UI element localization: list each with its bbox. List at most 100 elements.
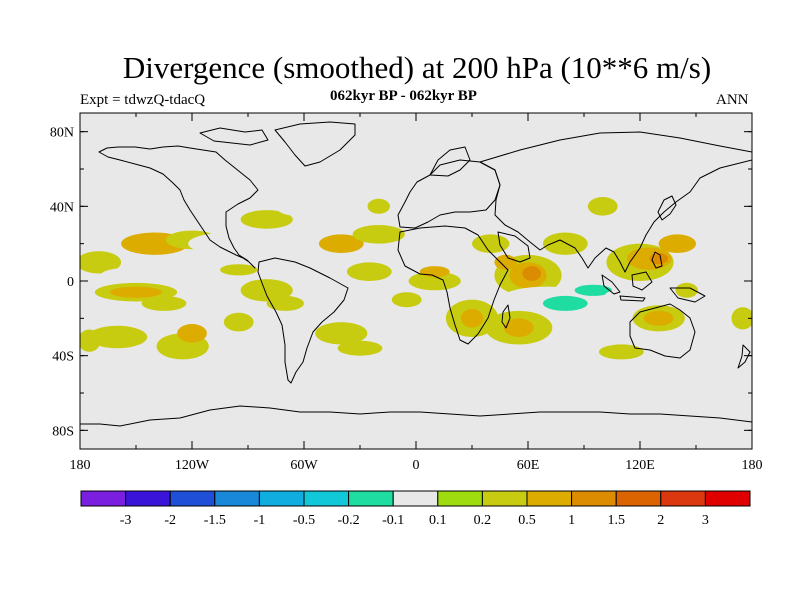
field-region-32	[457, 217, 487, 233]
field-region-63	[675, 282, 698, 298]
coastline-asia	[479, 131, 752, 273]
colorbar-swatch	[571, 490, 617, 507]
colorbar-swatch	[481, 490, 528, 507]
colorbar-label: -2	[164, 513, 176, 528]
field-region-60	[604, 288, 657, 304]
field-region-23	[346, 262, 392, 282]
field-region-62	[643, 310, 674, 326]
divergence-field	[80, 129, 752, 431]
coastlines	[80, 121, 752, 427]
field-region-8	[80, 329, 101, 352]
field-region-14	[276, 197, 314, 216]
plot-title: Divergence (smoothed) at 200 hPa (10**6 …	[122, 50, 712, 85]
field-region-20	[266, 295, 304, 311]
colorbar-label: 1.5	[607, 513, 625, 528]
field-region-16	[220, 264, 258, 276]
colorbar-swatch	[392, 490, 439, 507]
field-region-68	[376, 129, 400, 141]
field-region-49	[593, 223, 631, 246]
lat-tick-label: 80S	[52, 424, 74, 439]
field-region-40	[542, 295, 588, 311]
colorbar-label: 3	[702, 513, 709, 528]
field-region-67	[89, 411, 127, 431]
field-region-0	[80, 251, 122, 274]
field-region-50	[587, 197, 618, 216]
lon-tick-label: 60W	[290, 458, 318, 473]
field-region-1	[100, 267, 153, 283]
colorbar-swatch	[303, 490, 350, 507]
field-region-10	[177, 324, 207, 343]
colorbar-swatch	[437, 490, 483, 507]
field-region-57	[673, 178, 719, 197]
colorbar-label: -0.5	[293, 513, 315, 528]
field-region-24	[337, 294, 383, 313]
coastline-madagascar	[501, 304, 511, 329]
colorbar: -3 -2 -1.5 -1 -0.5 -0.2 -0.1 0.1 0.2 0.5 1 1.5 2 3	[80, 490, 751, 528]
colorbar-swatch	[125, 490, 171, 507]
lat-tick-label: 0	[67, 275, 74, 290]
field-region-47	[542, 232, 588, 255]
coastline-java	[619, 295, 646, 302]
field-region-18	[262, 312, 301, 332]
coastline-arabia	[497, 231, 531, 263]
coastline-new-guinea	[669, 287, 706, 303]
coastline-australia	[629, 303, 696, 359]
coastline-new-zealand	[737, 344, 751, 369]
field-region-66	[598, 344, 644, 360]
field-region-7	[87, 325, 148, 349]
colorbar-swatch	[348, 490, 394, 507]
field-region-43	[503, 318, 534, 338]
coastline-scandinavia	[429, 146, 471, 177]
colorbar-swatch	[169, 490, 216, 507]
colorbar-label: 0.1	[429, 513, 447, 528]
axis-ticks: 80N 40N 0 40S 80S 180 120W 60W 0 60E 120E 180	[50, 113, 763, 473]
field-region-27	[337, 340, 383, 356]
lon-tick-label: 0	[413, 458, 420, 473]
coastline-antarctica	[80, 405, 752, 427]
field-region-17	[240, 279, 293, 302]
field-region-37	[522, 266, 541, 281]
field-region-5	[109, 286, 163, 298]
field-region-28	[391, 292, 422, 308]
colorbar-label: 2	[657, 513, 664, 528]
lat-tick-label: 40N	[50, 200, 74, 215]
field-region-30	[419, 266, 450, 278]
lat-tick-label: 80N	[50, 126, 74, 141]
colorbar-label: 0.5	[518, 513, 536, 528]
colorbar-label: -0.2	[338, 513, 360, 528]
coastline-africa	[397, 225, 509, 345]
colorbar-label: -3	[120, 513, 132, 528]
field-region-45	[460, 309, 484, 328]
colorbar-label: 1	[568, 513, 575, 528]
coastline-arctic-islands	[199, 127, 269, 146]
field-region-13	[240, 210, 293, 229]
field-region-31	[367, 198, 390, 214]
coastline-philippines	[651, 251, 663, 269]
colorbar-swatch	[615, 490, 662, 507]
experiment-label: Expt = tdwzQ-tdacQ	[80, 92, 206, 108]
colorbar-swatch	[660, 490, 706, 507]
field-region-25	[371, 310, 424, 334]
season-label: ANN	[716, 92, 749, 108]
field-region-21	[318, 234, 364, 253]
field-region-51	[569, 180, 599, 196]
lon-tick-label: 180	[70, 458, 91, 473]
coastline-sumatra	[601, 274, 621, 295]
colorbar-label: 0.2	[474, 513, 492, 528]
lat-tick-label: 40S	[52, 350, 74, 365]
field-region-64	[688, 327, 741, 347]
coastline-south-america	[257, 257, 349, 384]
period-label: 062kyr BP - 062kyr BP	[330, 88, 477, 104]
field-region-65	[731, 307, 752, 330]
lon-tick-label: 180	[742, 458, 763, 473]
field-region-6	[141, 295, 187, 311]
field-region-19	[223, 312, 254, 332]
field-region-59	[718, 243, 749, 263]
colorbar-swatch	[258, 490, 305, 507]
field-region-34	[472, 234, 510, 253]
coastline-japan	[657, 195, 677, 221]
field-region-48	[574, 252, 612, 272]
colorbar-label: -1.5	[204, 513, 226, 528]
coastline-greenland	[274, 121, 356, 167]
